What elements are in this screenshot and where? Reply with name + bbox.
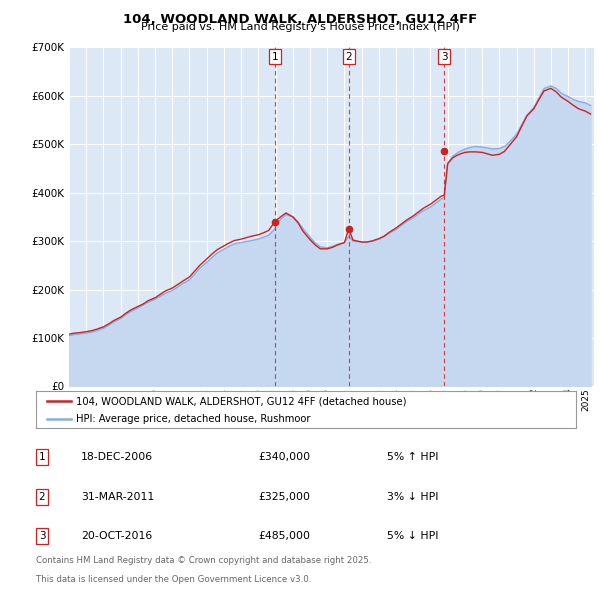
Text: £340,000: £340,000 [258, 453, 310, 462]
Text: £485,000: £485,000 [258, 532, 310, 541]
Text: 20-OCT-2016: 20-OCT-2016 [81, 532, 152, 541]
Text: 1: 1 [272, 52, 278, 62]
Text: 18-DEC-2006: 18-DEC-2006 [81, 453, 153, 462]
Text: 1: 1 [38, 453, 46, 462]
Text: 5% ↑ HPI: 5% ↑ HPI [387, 453, 439, 462]
Text: Price paid vs. HM Land Registry's House Price Index (HPI): Price paid vs. HM Land Registry's House … [140, 22, 460, 32]
Text: 31-MAR-2011: 31-MAR-2011 [81, 492, 154, 502]
Text: 2: 2 [38, 492, 46, 502]
Text: 104, WOODLAND WALK, ALDERSHOT, GU12 4FF: 104, WOODLAND WALK, ALDERSHOT, GU12 4FF [123, 13, 477, 26]
Text: Contains HM Land Registry data © Crown copyright and database right 2025.: Contains HM Land Registry data © Crown c… [36, 556, 371, 565]
Text: 3: 3 [441, 52, 448, 62]
Text: This data is licensed under the Open Government Licence v3.0.: This data is licensed under the Open Gov… [36, 575, 311, 584]
Text: 3: 3 [38, 532, 46, 541]
Text: 2: 2 [346, 52, 352, 62]
Text: 3% ↓ HPI: 3% ↓ HPI [387, 492, 439, 502]
Text: 5% ↓ HPI: 5% ↓ HPI [387, 532, 439, 541]
Text: £325,000: £325,000 [258, 492, 310, 502]
Text: HPI: Average price, detached house, Rushmoor: HPI: Average price, detached house, Rush… [77, 414, 311, 424]
Text: 104, WOODLAND WALK, ALDERSHOT, GU12 4FF (detached house): 104, WOODLAND WALK, ALDERSHOT, GU12 4FF … [77, 396, 407, 407]
